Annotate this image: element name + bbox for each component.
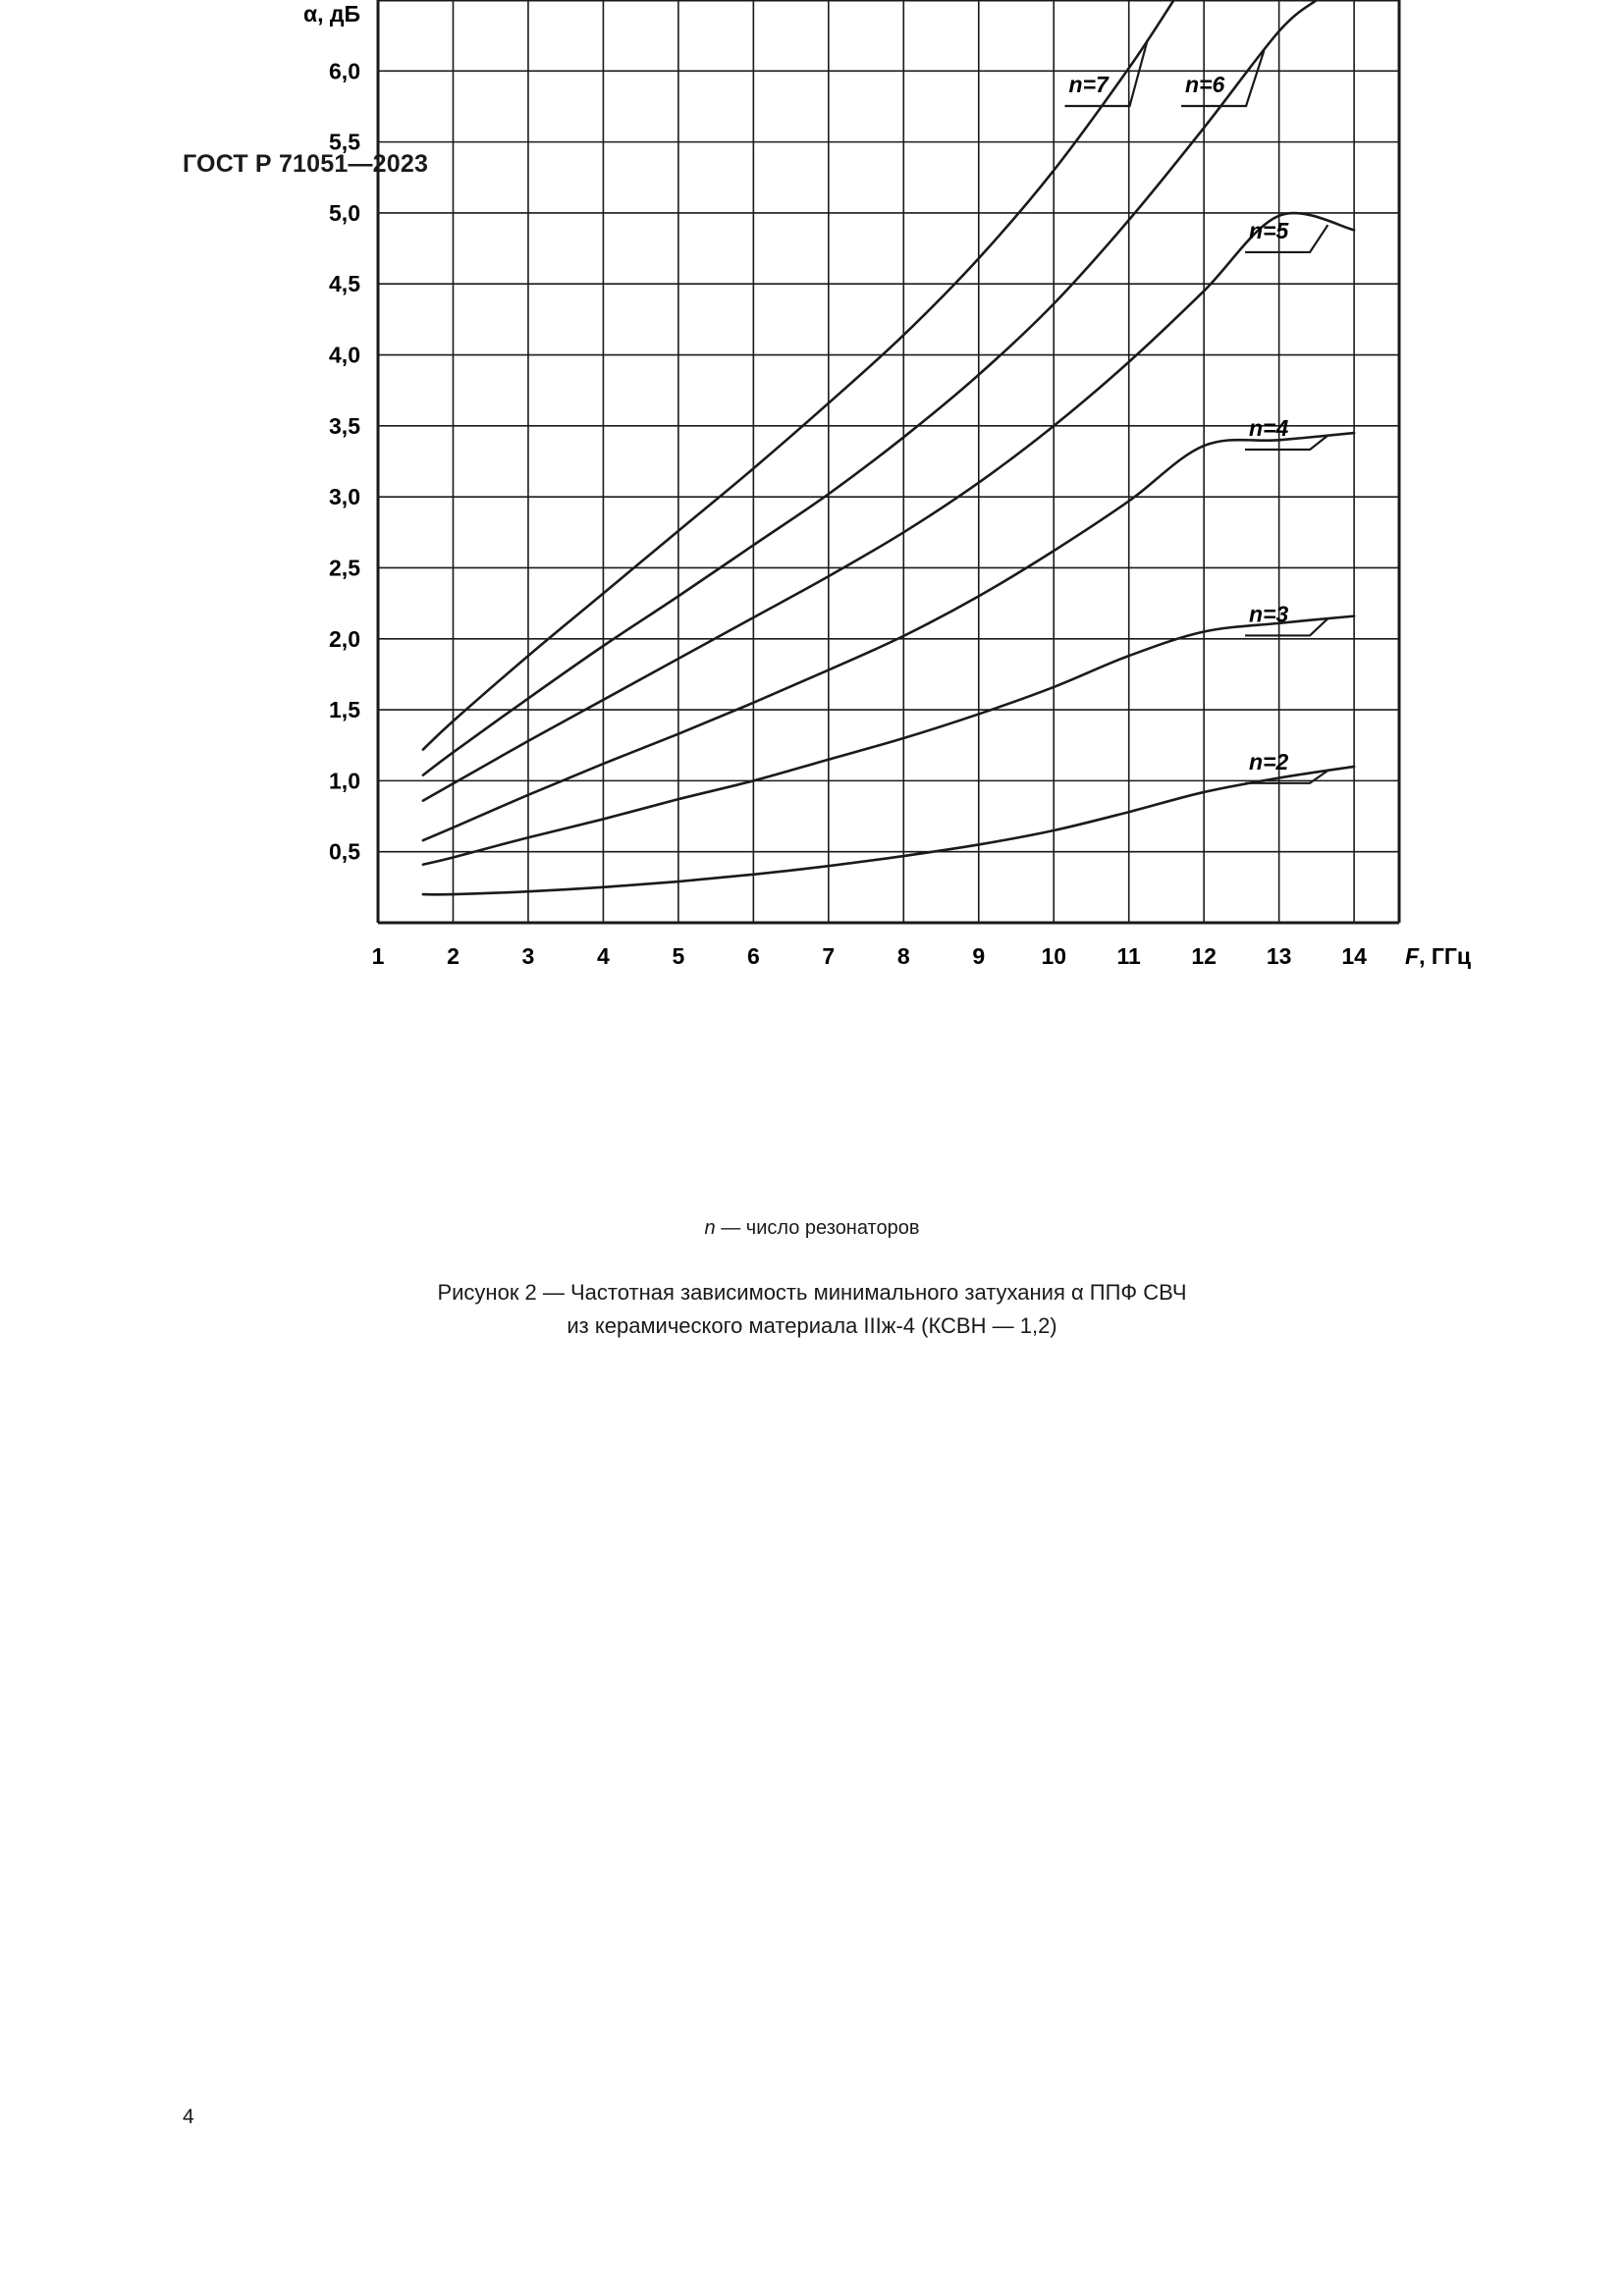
chart-series-line-n7 xyxy=(421,0,1175,751)
chart-xtick-label: 1 xyxy=(372,943,385,969)
chart-series-label-n7: n=7 xyxy=(1069,72,1110,97)
chart-ytick-label: 5,5 xyxy=(329,130,360,155)
legend-note-symbol: n xyxy=(704,1217,716,1239)
chart-series-label-n2: n=2 xyxy=(1249,749,1288,774)
figure-legend-note: n — число резонаторов xyxy=(0,1217,1624,1240)
chart-xtick-label: 10 xyxy=(1041,943,1066,969)
chart-series-leader-n2 xyxy=(1245,770,1329,784)
chart-ytick-label: 3,0 xyxy=(329,484,360,509)
chart-series-line-n6 xyxy=(421,0,1319,776)
chart-xaxis-title: F, ГГц xyxy=(1405,943,1471,969)
chart-series-label-n3: n=3 xyxy=(1249,601,1288,626)
chart-xtick-label: 12 xyxy=(1191,943,1217,969)
chart-series-group xyxy=(421,0,1356,896)
legend-note-text: — число резонаторов xyxy=(715,1217,920,1239)
chart-series-leader-n7 xyxy=(1064,39,1149,108)
chart-series-leader-n6 xyxy=(1181,50,1266,108)
chart-series-line-n3 xyxy=(421,614,1356,867)
chart-ytick-label: 4,0 xyxy=(329,343,360,368)
document-header: ГОСТ Р 71051—2023 xyxy=(183,150,429,178)
chart-series-leader-n5 xyxy=(1245,224,1329,254)
chart-xtick-label: 7 xyxy=(822,943,835,969)
chart-xtick-label: 5 xyxy=(672,943,684,969)
chart-ytick-label: 2,5 xyxy=(329,555,360,580)
figure-chart: 0,5 1,0 1,5 2,0 2,5 3,0 3,5 4,0 4,5 5,0 5,5 6,0 α, д… xyxy=(0,0,1624,982)
figure-caption-line1: Рисунок 2 — Частотная зависимость минима… xyxy=(437,1280,1187,1305)
chart-series-leader-n3 xyxy=(1245,617,1329,637)
chart-xtick-label: 4 xyxy=(597,943,610,969)
chart-xtick-label: 14 xyxy=(1341,943,1367,969)
figure-caption: Рисунок 2 — Частотная зависимость минима… xyxy=(0,1276,1624,1343)
chart-series-line-n2 xyxy=(421,765,1356,896)
chart-xtick-label: 2 xyxy=(447,943,460,969)
chart-xtick-label: 3 xyxy=(522,943,535,969)
chart-ytick-label: 4,5 xyxy=(329,271,360,296)
chart-ytick-label: 6,0 xyxy=(329,58,360,83)
chart-xtick-label: 9 xyxy=(972,943,985,969)
chart-ytick-label: 3,5 xyxy=(329,413,360,439)
chart-series-line-n4 xyxy=(421,431,1356,842)
chart-series-label-n5: n=5 xyxy=(1249,218,1289,243)
chart-series-label-n6: n=6 xyxy=(1185,72,1224,97)
chart-xtick-label: 8 xyxy=(897,943,910,969)
chart-xtick-label: 11 xyxy=(1117,943,1142,969)
chart-xtick-label: 6 xyxy=(747,943,760,969)
figure-caption-line2: из керамического материала IIIж-4 (КСВН … xyxy=(567,1313,1057,1338)
chart-xtick-label: 13 xyxy=(1267,943,1292,969)
chart-ytick-label: 5,0 xyxy=(329,200,360,226)
chart-ytick-label: 1,0 xyxy=(329,768,360,793)
chart-series-line-n5 xyxy=(421,211,1356,802)
chart-yaxis-title: α, дБ xyxy=(303,1,360,27)
chart-ytick-label: 1,5 xyxy=(329,697,360,722)
chart-series-leader-n4 xyxy=(1245,434,1329,452)
chart-series-label-n4: n=4 xyxy=(1249,415,1288,441)
chart-ytick-label: 2,0 xyxy=(329,626,360,652)
chart-svg: 0,5 1,0 1,5 2,0 2,5 3,0 3,5 4,0 4,5 5,0 5,5 6,0 α, д… xyxy=(303,0,1471,969)
page-number: 4 xyxy=(183,2106,194,2128)
chart-ytick-label: 0,5 xyxy=(329,839,360,865)
